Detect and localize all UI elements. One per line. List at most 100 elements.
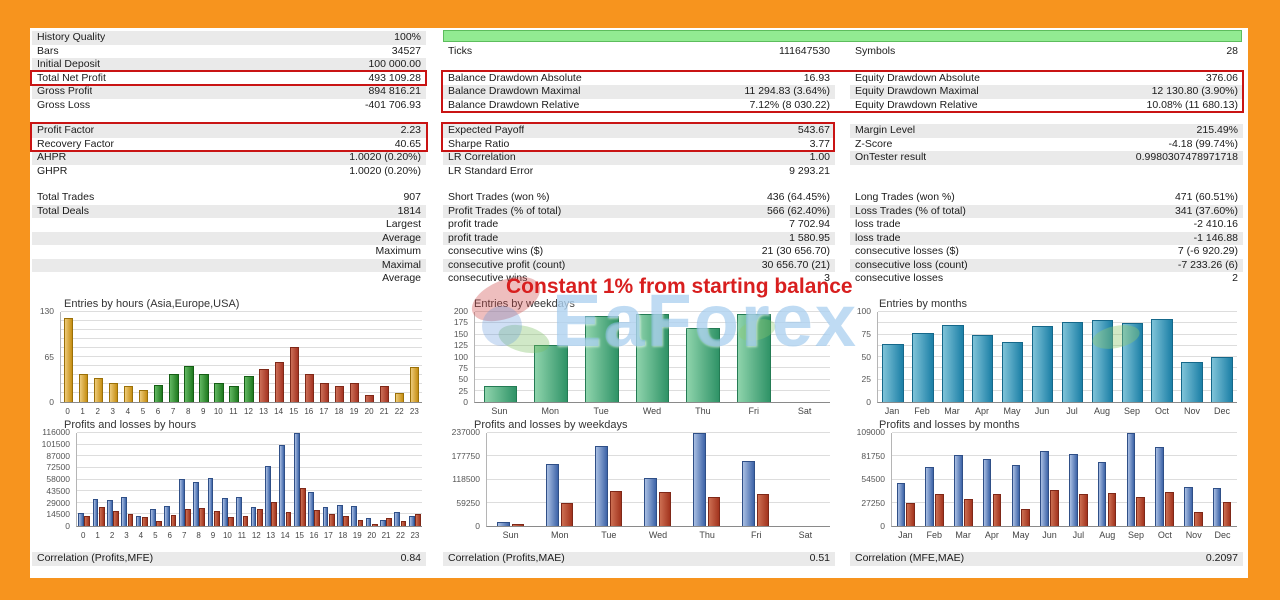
chart-plot-area [891, 432, 1237, 527]
chart-slot [181, 312, 196, 402]
gridline [878, 389, 1237, 391]
bar-pl_months-Jun-profit [1040, 451, 1049, 526]
bar-pl_hours-2-profit [106, 499, 113, 526]
y-tick-label: 200 [453, 306, 468, 316]
chart-slot [627, 312, 678, 402]
gridline [878, 322, 1237, 324]
chart-slot [106, 312, 121, 402]
stat-value: Average [382, 272, 421, 284]
bar-entries_hours-19 [349, 382, 360, 402]
stat-label: loss trade [855, 231, 901, 244]
bar-pl_hours-21-profit [380, 520, 386, 526]
gridline [892, 432, 1237, 433]
y-tick-label: 0 [463, 397, 468, 407]
chart-slot [350, 433, 364, 526]
stat-label: Z-Score [855, 137, 893, 150]
x-tick-label: 16 [304, 407, 314, 416]
stat-value: -2 410.16 [1193, 218, 1238, 230]
stat-row: consecutive wins 3 [443, 272, 835, 286]
x-tick-label: Nov [1183, 406, 1200, 416]
x-tick-label: Sep [1128, 530, 1145, 540]
stat-row: profit trade 1 580.95 [443, 231, 835, 245]
stat-row: Correlation (MFE,MAE) 0.2097 [850, 552, 1243, 566]
bar-pl_months-Feb-loss [935, 494, 944, 526]
gridline [487, 432, 830, 433]
chart-slot [781, 433, 830, 526]
x-tick-label: 7 [170, 407, 176, 416]
stat-row: Gross Loss -401 706.93 [32, 99, 426, 113]
stat-label: Long Trades (won %) [855, 191, 955, 203]
chart-title: Profits and losses by hours [64, 419, 197, 431]
stat-label: consecutive profit (count) [448, 258, 566, 271]
chart-title: Profits and losses by months [879, 419, 1020, 431]
stat-label: loss trade [855, 218, 901, 230]
chart-slot [121, 312, 136, 402]
stat-row: Total Trades 907 [32, 191, 426, 205]
y-tick-label: 25 [861, 374, 871, 385]
stat-value: 436 (64.45%) [766, 191, 830, 203]
x-tick-label: 13 [259, 407, 268, 416]
bar-pl_hours-19-profit [351, 506, 358, 526]
y-tick-label: 75 [458, 362, 468, 373]
y-tick-label: 29000 [46, 497, 70, 508]
stat-value: -4.18 (99.74%) [1168, 137, 1238, 150]
bar-pl_hours-12-loss [256, 509, 263, 526]
stat-value: 16.93 [803, 71, 830, 84]
stat-row: Equity Drawdown Maximal 12 130.80 (3.90%) [850, 85, 1243, 99]
bar-pl_hours-4-profit [135, 516, 142, 526]
stat-label: GHPR [37, 164, 68, 177]
x-tick-label: Tue [593, 406, 609, 416]
y-axis-labels: 0 59250 118500 177750 237000 [444, 427, 483, 531]
stat-value: 40.65 [394, 137, 421, 150]
stat-value: 1814 [397, 204, 421, 217]
bar-pl_hours-12-profit [250, 506, 257, 526]
bar-entries_hours-10 [214, 382, 224, 402]
gridline [878, 344, 1237, 346]
stat-label: Correlation (Profits,MFE) [37, 552, 154, 564]
x-tick-label: Oct [1154, 406, 1169, 416]
bar-entries_months-Sep [1121, 322, 1144, 402]
x-tick-label: 1 [80, 407, 85, 416]
bar-entries_hours-7 [169, 374, 179, 402]
stat-label: consecutive losses [855, 272, 944, 284]
stat-value: 2.23 [400, 124, 421, 136]
x-tick-label: Mar [944, 406, 960, 416]
stat-label: LR Correlation [448, 151, 516, 163]
chart-slot [779, 312, 830, 402]
bar-pl_months-Jul-loss [1078, 494, 1088, 526]
stat-label: Total Deals [37, 204, 89, 217]
stat-value: 111647530 [779, 44, 830, 57]
bar-pl_months-Jan-loss [906, 502, 915, 526]
stat-label: Gross Loss [37, 98, 91, 111]
bar-pl_hours-14-loss [285, 512, 292, 526]
chart-slot [317, 312, 332, 402]
spacer-row [443, 58, 835, 72]
bar-entries_months-Nov [1181, 362, 1203, 402]
y-tick-label: 175 [453, 317, 468, 328]
bar-entries_months-Apr [971, 334, 994, 402]
stat-label: Balance Drawdown Relative [448, 98, 580, 111]
stat-row: Total Deals 1814 [32, 204, 426, 218]
bar-pl_weekdays-Thu-profit [693, 433, 707, 526]
bar-pl_hours-23-profit [408, 516, 415, 526]
stat-row: Equity Drawdown Relative 10.08% (11 680.1… [850, 99, 1243, 113]
chart-slot [136, 312, 151, 402]
x-tick-label: May [1003, 406, 1021, 416]
y-tick-label: 50 [458, 374, 468, 385]
bar-entries_hours-16 [304, 374, 314, 402]
x-tick-label: Thu [699, 530, 715, 540]
x-axis-labels: Sun Mon Tue Wed Thu Fri Sat [474, 405, 830, 418]
chart-slot [1208, 433, 1237, 526]
stat-value: 1.0020 (0.20%) [349, 164, 421, 177]
bar-pl_months-May-loss [1021, 509, 1030, 526]
stat-value: Average [382, 231, 421, 244]
ratios-table-left: Profit Factor 2.23 Recovery Factor 40.65 AHP… [32, 124, 426, 178]
x-tick-label: Sat [798, 530, 813, 540]
chart-slot [336, 433, 350, 526]
trades-table-mid: Short Trades (won %) 436 (64.45%) Profit T… [443, 191, 835, 286]
chart-slot [250, 433, 264, 526]
x-tick-label: Dec [1213, 406, 1230, 416]
stat-row: Maximum [32, 245, 426, 259]
x-tick-label: Aug [1099, 530, 1116, 540]
stat-value: 9 293.21 [789, 164, 830, 177]
